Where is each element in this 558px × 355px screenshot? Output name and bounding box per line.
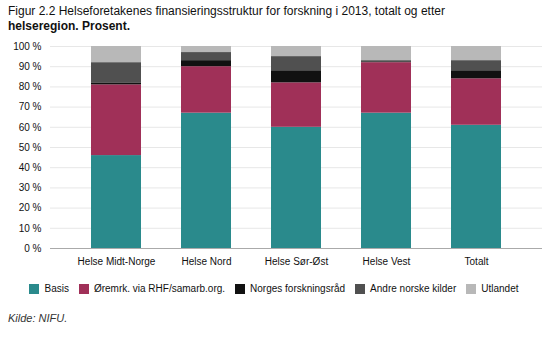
svg-text:0 %: 0 % <box>24 243 41 254</box>
html-text:Basis: Basis <box>44 283 69 294</box>
svg-text:Helse Vest: Helse Vest <box>363 256 411 267</box>
html-text:Norges forskningsråd: Norges forskningsråd <box>250 283 346 294</box>
svg-text:Helse Sør-Øst: Helse Sør-Øst <box>265 256 329 267</box>
html-text:Utlandet: Utlandet <box>481 283 519 294</box>
svg-text:10 %: 10 % <box>19 223 42 234</box>
svg-text:50 %: 50 % <box>19 142 42 153</box>
svg-text:Totalt: Totalt <box>465 256 489 267</box>
svg-text:60 %: 60 % <box>19 122 42 133</box>
svg-text:30 %: 30 % <box>19 182 42 193</box>
html-text:Kilde: NIFU.: Kilde: NIFU. <box>8 312 68 324</box>
svg-text:80 %: 80 % <box>19 81 42 92</box>
svg-text:90 %: 90 % <box>19 61 42 72</box>
svg-text:Helse Midt-Norge: Helse Midt-Norge <box>78 256 156 267</box>
html-text:helseregion. Prosent.: helseregion. Prosent. <box>8 19 130 33</box>
svg-text:70 %: 70 % <box>19 101 42 112</box>
html-text:Figur 2.2 Helseforetakenes fin: Figur 2.2 Helseforetakenes finansierings… <box>8 4 445 18</box>
svg-text:100 %: 100 % <box>13 41 41 52</box>
svg-text:Helse Nord: Helse Nord <box>181 256 231 267</box>
svg-text:40 %: 40 % <box>19 162 42 173</box>
html-text:Andre norske kilder: Andre norske kilder <box>370 283 457 294</box>
html-text:Øremrk. via RHF/samarb.org.: Øremrk. via RHF/samarb.org. <box>93 283 226 294</box>
svg-text:20 %: 20 % <box>19 202 42 213</box>
